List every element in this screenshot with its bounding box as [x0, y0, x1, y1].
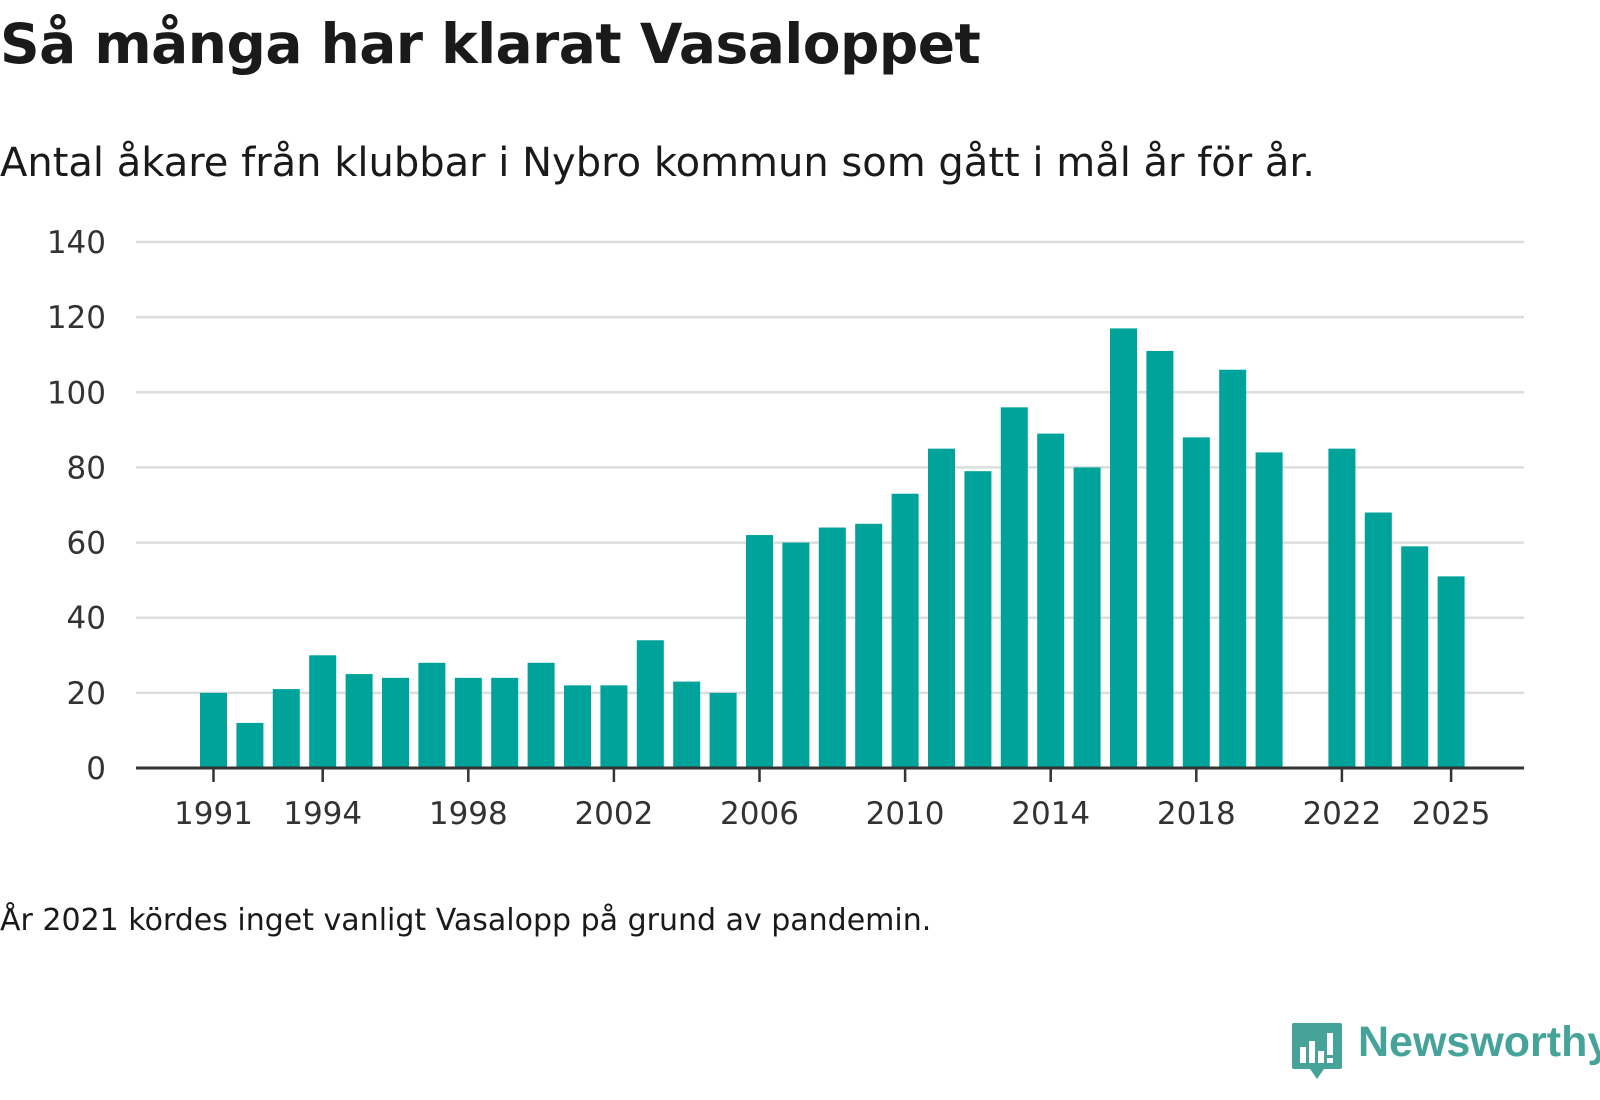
bar-2011 [928, 448, 955, 768]
bar-2020 [1255, 452, 1283, 768]
y-tick-label-120: 120 [47, 300, 106, 336]
bar-1995 [345, 674, 373, 768]
y-tick-label-140: 140 [47, 225, 106, 261]
bar-2014 [1037, 433, 1065, 768]
x-tick-label-1998: 1998 [429, 796, 508, 832]
bar-2001 [564, 685, 591, 768]
x-tick-label-1994: 1994 [283, 796, 362, 832]
y-tick-label-20: 20 [67, 676, 106, 712]
x-tick-label-2014: 2014 [1011, 796, 1090, 832]
bar-2015 [1073, 467, 1101, 768]
bar-1998 [454, 677, 482, 768]
x-tick-label-2018: 2018 [1157, 796, 1236, 832]
bar-2007 [782, 542, 810, 768]
newsworthy-logo: Newsworthy [1290, 1018, 1600, 1088]
bar-2005 [709, 692, 737, 768]
bar-2004 [673, 681, 701, 768]
y-tick-label-80: 80 [67, 450, 106, 486]
y-tick-label-100: 100 [47, 375, 106, 411]
bar-2012 [964, 471, 992, 768]
bar-1994 [309, 655, 337, 768]
bar-2019 [1219, 369, 1247, 768]
bars [200, 328, 1465, 768]
x-tick-label-1991: 1991 [174, 796, 253, 832]
bar-2023 [1364, 512, 1392, 768]
x-tick-label-2002: 2002 [574, 796, 653, 832]
y-tick-label-40: 40 [67, 601, 106, 637]
bar-2003 [636, 640, 664, 768]
y-tick-label-0: 0 [86, 751, 106, 787]
newsworthy-logo-icon [1292, 1023, 1342, 1079]
chart-subtitle: Antal åkare från klubbar i Nybro kommun … [0, 140, 1315, 186]
bar-2017 [1146, 350, 1174, 768]
bar-2024 [1401, 546, 1429, 768]
bar-2018 [1182, 437, 1210, 768]
y-tick-labels: 0 20 40 60 80 100 120 140 [47, 225, 106, 787]
bar-1992 [236, 722, 264, 768]
bar-2008 [818, 527, 846, 768]
y-tick-label-60: 60 [67, 526, 106, 562]
bar-1997 [418, 662, 446, 768]
bar-2000 [527, 662, 555, 768]
bar-2006 [746, 535, 773, 768]
x-tick-label-2010: 2010 [866, 796, 945, 832]
bar-2010 [891, 493, 919, 768]
x-tick-label-2025: 2025 [1412, 796, 1491, 832]
bar-1996 [382, 677, 409, 768]
bar-2002 [600, 685, 628, 768]
bar-2025 [1437, 576, 1465, 768]
bar-1991 [200, 692, 227, 768]
chart-title: Så många har klarat Vasaloppet [0, 12, 981, 76]
x-ticks: 1991 1994 1998 2002 2006 2010 2014 2018 2022 2025 [174, 768, 1491, 832]
bar-1993 [272, 689, 300, 768]
bar-1999 [491, 677, 519, 768]
bar-2009 [855, 523, 883, 768]
newsworthy-logo-text: Newsworthy [1358, 1018, 1600, 1066]
x-tick-label-2022: 2022 [1302, 796, 1381, 832]
x-tick-label-2006: 2006 [720, 796, 799, 832]
footnote: År 2021 kördes inget vanligt Vasalopp på… [0, 903, 932, 938]
bar-2016 [1110, 328, 1137, 768]
bar-2013 [1000, 407, 1028, 768]
bar-chart: 0 20 40 60 80 100 120 140 1991 1994 1998 2002 2006 2… [47, 225, 1524, 832]
bar-2022 [1328, 448, 1356, 768]
